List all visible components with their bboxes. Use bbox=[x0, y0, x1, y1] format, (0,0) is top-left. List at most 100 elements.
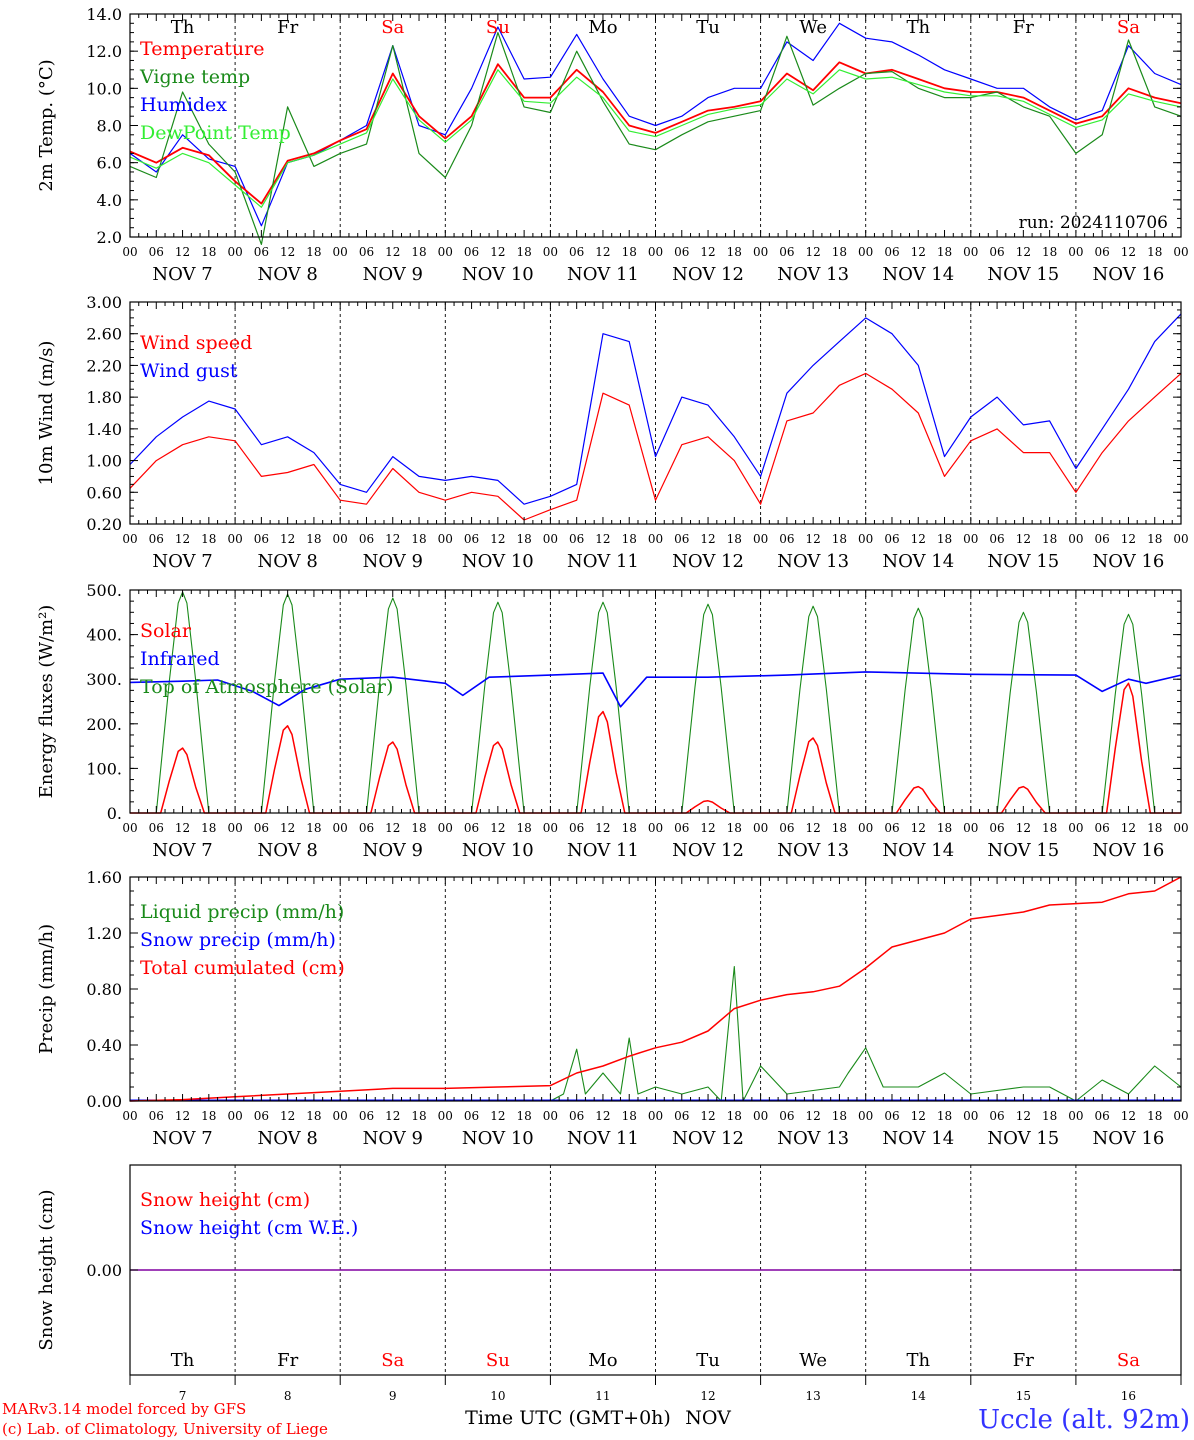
hour-tick-label: 06 bbox=[464, 1109, 479, 1123]
date-label: NOV 12 bbox=[672, 551, 744, 572]
day-label: Sa bbox=[381, 17, 404, 38]
hour-tick-label: 12 bbox=[595, 245, 610, 259]
hour-tick-label: 00 bbox=[858, 245, 873, 259]
hour-tick-label: 18 bbox=[937, 1109, 952, 1123]
hour-tick-label: 06 bbox=[884, 821, 899, 835]
footer-model: MARv3.14 model forced by GFS bbox=[2, 1400, 246, 1418]
hour-tick-label: 00 bbox=[438, 532, 453, 546]
y-tick-label: 12.0 bbox=[86, 42, 122, 61]
y-tick-label: 4.0 bbox=[97, 191, 122, 210]
hour-tick-label: 12 bbox=[806, 821, 821, 835]
day-label: Mo bbox=[588, 17, 617, 38]
day-label-bottom: We bbox=[799, 1350, 827, 1371]
hour-tick-label: 18 bbox=[1042, 1109, 1057, 1123]
hour-tick-label: 00 bbox=[648, 821, 663, 835]
hour-tick-label: 12 bbox=[700, 532, 715, 546]
hour-tick-label: 00 bbox=[963, 1109, 978, 1123]
hour-tick-label: 12 bbox=[911, 245, 926, 259]
hour-tick-label: 18 bbox=[411, 245, 426, 259]
day-number: 13 bbox=[806, 1389, 821, 1403]
hour-tick-label: 12 bbox=[385, 532, 400, 546]
day-label: Tu bbox=[696, 17, 720, 38]
y-tick-label: 2.20 bbox=[86, 356, 122, 375]
legend-entry: Snow height (cm) bbox=[140, 1189, 310, 1211]
hour-tick-label: 18 bbox=[832, 245, 847, 259]
hour-tick-label: 00 bbox=[753, 1109, 768, 1123]
hour-tick-label: 12 bbox=[175, 532, 190, 546]
day-number: 16 bbox=[1121, 1389, 1136, 1403]
hour-tick-label: 00 bbox=[858, 532, 873, 546]
text-layer: 00 06 12 18 NOV 7 00 06 12 18 NOV 8 00 06 12 18 NOV 9 0… bbox=[36, 5, 1189, 1403]
date-label: NOV 11 bbox=[567, 264, 639, 285]
hour-tick-label: 06 bbox=[779, 821, 794, 835]
hour-tick-label: 06 bbox=[674, 821, 689, 835]
legend-entry: Snow height (cm W.E.) bbox=[140, 1217, 358, 1239]
station-label: Uccle (alt. 92m) bbox=[978, 1405, 1190, 1435]
hour-tick-label: 12 bbox=[1121, 532, 1136, 546]
hour-tick-label: 00 bbox=[1173, 1109, 1188, 1123]
hour-tick-label: 00 bbox=[543, 532, 558, 546]
hour-tick-label: 06 bbox=[569, 1109, 584, 1123]
hour-tick-label: 18 bbox=[201, 821, 216, 835]
y-tick-label: 1.60 bbox=[86, 868, 122, 887]
date-label: NOV 14 bbox=[882, 840, 954, 861]
hour-tick-label: 18 bbox=[937, 245, 952, 259]
hour-tick-label: 06 bbox=[1095, 245, 1110, 259]
hour-tick-label: 18 bbox=[622, 245, 637, 259]
date-label: NOV 9 bbox=[363, 264, 423, 285]
date-label: NOV 16 bbox=[1093, 840, 1165, 861]
hour-tick-label: 06 bbox=[149, 821, 164, 835]
hour-tick-label: 06 bbox=[779, 1109, 794, 1123]
hour-tick-label: 00 bbox=[333, 245, 348, 259]
day-label: Su bbox=[486, 17, 510, 38]
y-tick-label: 0.60 bbox=[86, 483, 122, 502]
hour-tick-label: 18 bbox=[1147, 532, 1162, 546]
hour-tick-label: 06 bbox=[359, 1109, 374, 1123]
hour-tick-label: 12 bbox=[175, 245, 190, 259]
date-label: NOV 7 bbox=[152, 1128, 212, 1149]
day-label: Sa bbox=[1117, 17, 1140, 38]
hour-tick-label: 06 bbox=[1095, 821, 1110, 835]
hour-tick-label: 06 bbox=[884, 532, 899, 546]
hour-tick-label: 06 bbox=[569, 821, 584, 835]
hour-tick-label: 06 bbox=[254, 532, 269, 546]
panel-frame bbox=[129, 589, 1182, 814]
date-label: NOV 12 bbox=[672, 840, 744, 861]
hour-tick-label: 12 bbox=[490, 1109, 505, 1123]
hour-tick-label: 00 bbox=[438, 821, 453, 835]
day-label-bottom: Th bbox=[906, 1350, 930, 1371]
hour-tick-label: 18 bbox=[411, 821, 426, 835]
y-axis-label: Energy fluxes (W/m²) bbox=[36, 605, 57, 799]
hour-tick-label: 18 bbox=[622, 532, 637, 546]
hour-tick-label: 12 bbox=[280, 245, 295, 259]
hour-tick-label: 06 bbox=[464, 532, 479, 546]
hour-tick-label: 00 bbox=[438, 245, 453, 259]
day-number: 14 bbox=[911, 1389, 927, 1403]
hour-tick-label: 00 bbox=[963, 245, 978, 259]
hour-tick-label: 18 bbox=[201, 245, 216, 259]
hour-tick-label: 06 bbox=[779, 532, 794, 546]
hour-tick-label: 00 bbox=[543, 821, 558, 835]
date-label: NOV 8 bbox=[257, 1128, 317, 1149]
legend-entry: Top of Atmosphere (Solar) bbox=[140, 676, 393, 698]
hour-tick-label: 06 bbox=[254, 821, 269, 835]
hour-tick-label: 00 bbox=[648, 1109, 663, 1123]
hour-tick-label: 12 bbox=[385, 821, 400, 835]
hour-tick-label: 12 bbox=[806, 245, 821, 259]
y-tick-label: 6.0 bbox=[97, 154, 122, 173]
legend-entry: Humidex bbox=[140, 94, 227, 116]
date-label: NOV 13 bbox=[777, 264, 849, 285]
series-line bbox=[129, 69, 1182, 208]
hour-tick-label: 12 bbox=[911, 1109, 926, 1123]
hour-tick-label: 18 bbox=[727, 821, 742, 835]
hour-tick-label: 06 bbox=[359, 821, 374, 835]
hour-tick-label: 06 bbox=[989, 532, 1004, 546]
hour-tick-label: 06 bbox=[359, 532, 374, 546]
hour-tick-label: 00 bbox=[1173, 245, 1188, 259]
hour-tick-label: 18 bbox=[201, 1109, 216, 1123]
legend-entry: Temperature bbox=[140, 38, 264, 60]
hour-tick-label: 18 bbox=[622, 821, 637, 835]
day-label-bottom: Tu bbox=[696, 1350, 720, 1371]
hour-tick-label: 06 bbox=[884, 1109, 899, 1123]
y-tick-label: 0.00 bbox=[86, 1092, 122, 1111]
